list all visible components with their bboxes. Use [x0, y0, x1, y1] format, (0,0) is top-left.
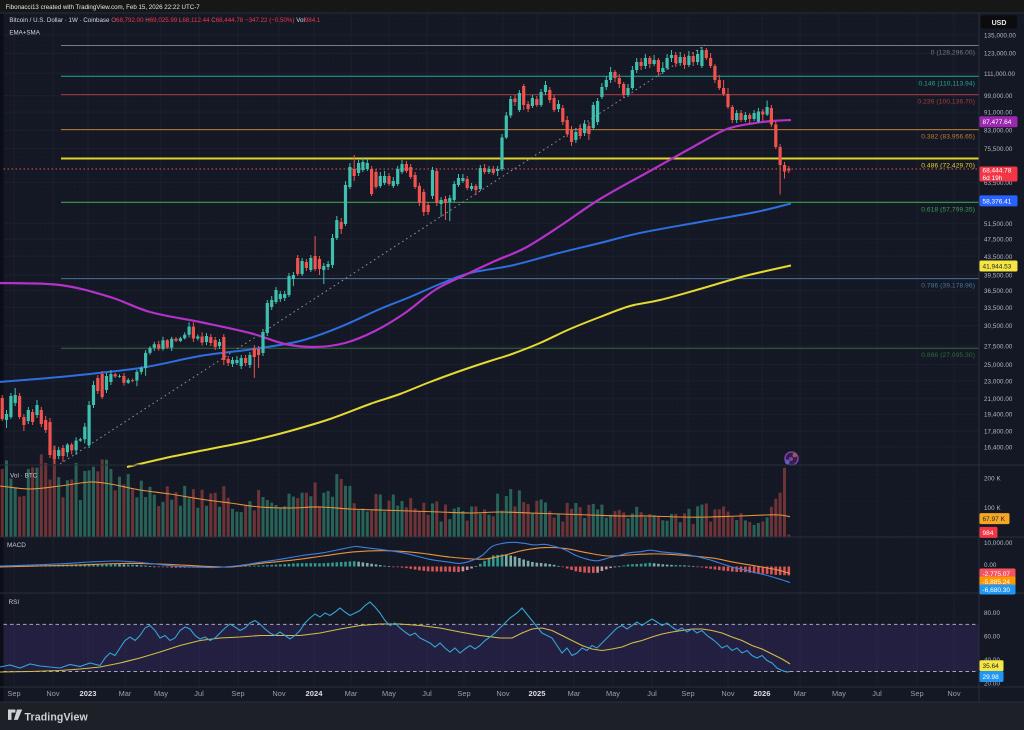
svg-text:60.00: 60.00	[984, 634, 1000, 641]
svg-text:Sep: Sep	[457, 689, 470, 698]
svg-text:17,800.00: 17,800.00	[984, 429, 1013, 436]
svg-text:21,000.00: 21,000.00	[984, 396, 1013, 403]
svg-text:83,000.00: 83,000.00	[984, 128, 1013, 135]
svg-text:May: May	[832, 689, 846, 698]
svg-text:Nov: Nov	[721, 689, 734, 698]
svg-text:80.00: 80.00	[984, 610, 1000, 617]
svg-text:75,500.00: 75,500.00	[984, 146, 1013, 153]
svg-text:135,000.00: 135,000.00	[984, 33, 1016, 40]
svg-text:Jul: Jul	[422, 689, 432, 698]
svg-text:0.786 (39,178.96): 0.786 (39,178.96)	[921, 283, 975, 290]
svg-text:Sep: Sep	[7, 689, 20, 698]
svg-text:0.886 (27,095.30): 0.886 (27,095.30)	[921, 352, 975, 359]
svg-text:-5,885.24: -5,885.24	[983, 579, 1011, 586]
svg-text:35.64: 35.64	[983, 663, 1000, 670]
svg-text:Nov: Nov	[947, 689, 960, 698]
svg-text:984: 984	[983, 530, 994, 537]
svg-text:23,000.00: 23,000.00	[984, 378, 1013, 385]
svg-text:67.97 K: 67.97 K	[983, 516, 1006, 523]
svg-text:MACD: MACD	[7, 542, 26, 549]
svg-text:16,400.00: 16,400.00	[984, 445, 1013, 452]
svg-text:0.236 (100,136.70): 0.236 (100,136.70)	[917, 99, 975, 106]
svg-text:58,376.41: 58,376.41	[983, 198, 1012, 205]
svg-text:63,500.00: 63,500.00	[984, 180, 1013, 187]
svg-text:39,500.00: 39,500.00	[984, 273, 1013, 280]
svg-text:33,500.00: 33,500.00	[984, 305, 1013, 312]
svg-text:-2,775.07: -2,775.07	[983, 571, 1011, 578]
svg-text:Jul: Jul	[872, 689, 882, 698]
svg-text:87,477.64: 87,477.64	[983, 119, 1012, 126]
svg-text:91,000.00: 91,000.00	[984, 110, 1013, 117]
svg-text:41,944.53: 41,944.53	[983, 263, 1012, 270]
svg-text:Jul: Jul	[647, 689, 657, 698]
svg-text:30,500.00: 30,500.00	[984, 323, 1013, 330]
svg-text:May: May	[154, 689, 168, 698]
svg-text:2026: 2026	[754, 689, 771, 698]
svg-text:Sep: Sep	[910, 689, 923, 698]
svg-text:47,500.00: 47,500.00	[984, 237, 1013, 244]
svg-text:25,000.00: 25,000.00	[984, 362, 1013, 369]
svg-text:TradingView: TradingView	[25, 711, 89, 723]
svg-text:6d 19h: 6d 19h	[983, 175, 1003, 182]
svg-text:RSI: RSI	[9, 599, 20, 606]
svg-text:19,400.00: 19,400.00	[984, 412, 1013, 419]
svg-text:200 K: 200 K	[984, 476, 1001, 483]
svg-text:2023: 2023	[80, 689, 97, 698]
svg-text:0 (128,296.00): 0 (128,296.00)	[931, 50, 975, 57]
svg-text:0.618 (57,799.35): 0.618 (57,799.35)	[921, 206, 975, 213]
svg-text:29.98: 29.98	[983, 674, 1000, 681]
svg-text:Sep: Sep	[231, 689, 244, 698]
svg-text:Nov: Nov	[46, 689, 59, 698]
svg-text:0.00: 0.00	[984, 562, 997, 569]
svg-text:USD: USD	[992, 20, 1007, 27]
svg-text:2024: 2024	[306, 689, 324, 698]
svg-text:0.146 (110,113.94): 0.146 (110,113.94)	[918, 80, 975, 87]
svg-text:EMA+SMA: EMA+SMA	[9, 30, 40, 37]
svg-text:Fibonacci13 created with Tradi: Fibonacci13 created with TradingView.com…	[6, 4, 201, 11]
svg-text:43,500.00: 43,500.00	[984, 254, 1013, 261]
svg-text:20.00: 20.00	[984, 681, 1000, 688]
svg-text:Sep: Sep	[681, 689, 694, 698]
svg-text:Vol · BTC: Vol · BTC	[10, 473, 38, 480]
svg-text:Mar: Mar	[345, 689, 358, 698]
svg-text:99,000.00: 99,000.00	[984, 93, 1013, 100]
svg-text:0.382 (83,956.65): 0.382 (83,956.65)	[921, 134, 975, 141]
svg-text:Jul: Jul	[194, 689, 204, 698]
svg-text:27,500.00: 27,500.00	[984, 344, 1013, 351]
svg-text:68,444.78: 68,444.78	[983, 168, 1012, 175]
svg-text:Mar: Mar	[568, 689, 581, 698]
svg-text:123,000.00: 123,000.00	[984, 51, 1016, 58]
svg-text:-6,680.30: -6,680.30	[983, 587, 1011, 594]
svg-text:Nov: Nov	[496, 689, 509, 698]
svg-text:Mar: Mar	[119, 689, 132, 698]
svg-text:100 K: 100 K	[984, 505, 1001, 512]
svg-text:2025: 2025	[529, 689, 547, 698]
svg-text:Nov: Nov	[272, 689, 285, 698]
svg-text:10,000.00: 10,000.00	[984, 540, 1013, 547]
svg-text:Mar: Mar	[794, 689, 807, 698]
svg-text:36,500.00: 36,500.00	[984, 288, 1013, 295]
svg-text:Bitcoin / U.S. Dollar · 1W · C: Bitcoin / U.S. Dollar · 1W · Coinbase O6…	[9, 17, 320, 24]
svg-text:0.486 (72,429.70): 0.486 (72,429.70)	[921, 163, 975, 170]
svg-text:May: May	[382, 689, 396, 698]
svg-text:111,000.00: 111,000.00	[984, 71, 1016, 78]
svg-text:May: May	[606, 689, 620, 698]
svg-text:51,500.00: 51,500.00	[984, 221, 1013, 228]
